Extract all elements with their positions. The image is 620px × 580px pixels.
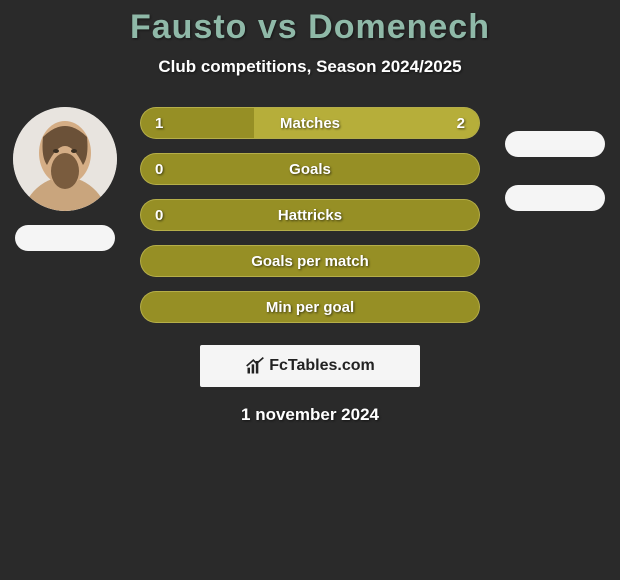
- brand-badge: FcTables.com: [200, 345, 420, 387]
- page-title: Fausto vs Domenech: [0, 8, 620, 47]
- stat-row: Goals0: [140, 153, 480, 185]
- date-text: 1 november 2024: [0, 405, 620, 425]
- team-pill-right-0: [505, 131, 605, 157]
- stat-value-left: 0: [155, 154, 163, 184]
- team-pill-left: [15, 225, 115, 251]
- stat-row: Matches12: [140, 107, 480, 139]
- bar-left: [141, 154, 479, 184]
- player-left-avatar: [13, 107, 117, 211]
- player-right-column: [500, 107, 610, 211]
- team-pill-right-1: [505, 185, 605, 211]
- stat-value-right: 2: [457, 108, 465, 138]
- stat-value-left: 0: [155, 200, 163, 230]
- stat-row: Hattricks0: [140, 199, 480, 231]
- brand-text: FcTables.com: [269, 357, 375, 375]
- chart-icon: [245, 356, 265, 376]
- bar-left: [141, 246, 479, 276]
- bar-left: [141, 292, 479, 322]
- stat-value-left: 1: [155, 108, 163, 138]
- stat-row: Goals per match: [140, 245, 480, 277]
- comparison-content: Matches12Goals0Hattricks0Goals per match…: [0, 107, 620, 323]
- stats-column: Matches12Goals0Hattricks0Goals per match…: [140, 107, 480, 323]
- player-left-column: [10, 107, 120, 251]
- bar-left: [141, 200, 479, 230]
- stat-row: Min per goal: [140, 291, 480, 323]
- subtitle: Club competitions, Season 2024/2025: [0, 57, 620, 77]
- bar-right: [254, 108, 479, 138]
